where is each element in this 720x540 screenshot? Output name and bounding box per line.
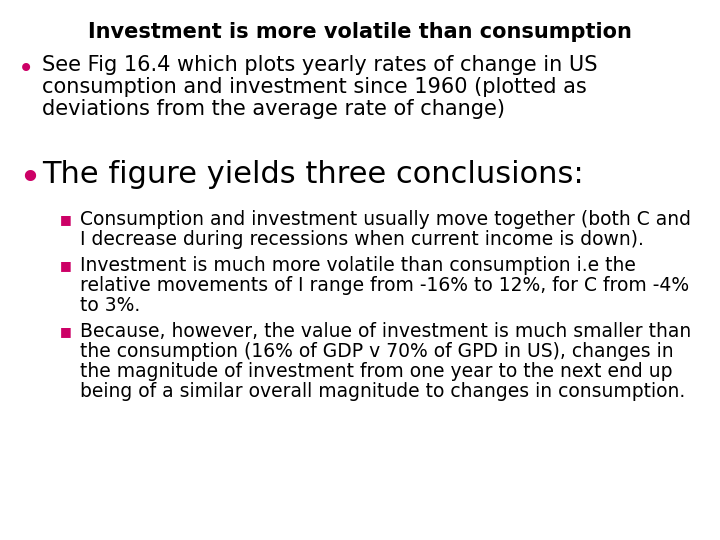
Text: the magnitude of investment from one year to the next end up: the magnitude of investment from one yea… [80,362,672,381]
Text: the consumption (16% of GDP v 70% of GPD in US), changes in: the consumption (16% of GDP v 70% of GPD… [80,342,674,361]
Text: •: • [18,160,41,198]
Text: to 3%.: to 3%. [80,296,140,315]
Text: ■: ■ [60,259,72,272]
Text: I decrease during recessions when current income is down).: I decrease during recessions when curren… [80,230,644,249]
Text: ■: ■ [60,213,72,226]
Text: •: • [18,55,35,83]
Text: The figure yields three conclusions:: The figure yields three conclusions: [42,160,584,189]
Text: being of a similar overall magnitude to changes in consumption.: being of a similar overall magnitude to … [80,382,685,401]
Text: See Fig 16.4 which plots yearly rates of change in US: See Fig 16.4 which plots yearly rates of… [42,55,598,75]
Text: Because, however, the value of investment is much smaller than: Because, however, the value of investmen… [80,322,691,341]
Text: Investment is more volatile than consumption: Investment is more volatile than consump… [88,22,632,42]
Text: ■: ■ [60,325,72,338]
Text: relative movements of I range from -16% to 12%, for C from -4%: relative movements of I range from -16% … [80,276,689,295]
Text: Consumption and investment usually move together (both C and: Consumption and investment usually move … [80,210,691,229]
Text: Investment is much more volatile than consumption i.e the: Investment is much more volatile than co… [80,256,636,275]
Text: consumption and investment since 1960 (plotted as: consumption and investment since 1960 (p… [42,77,587,97]
Text: deviations from the average rate of change): deviations from the average rate of chan… [42,99,505,119]
